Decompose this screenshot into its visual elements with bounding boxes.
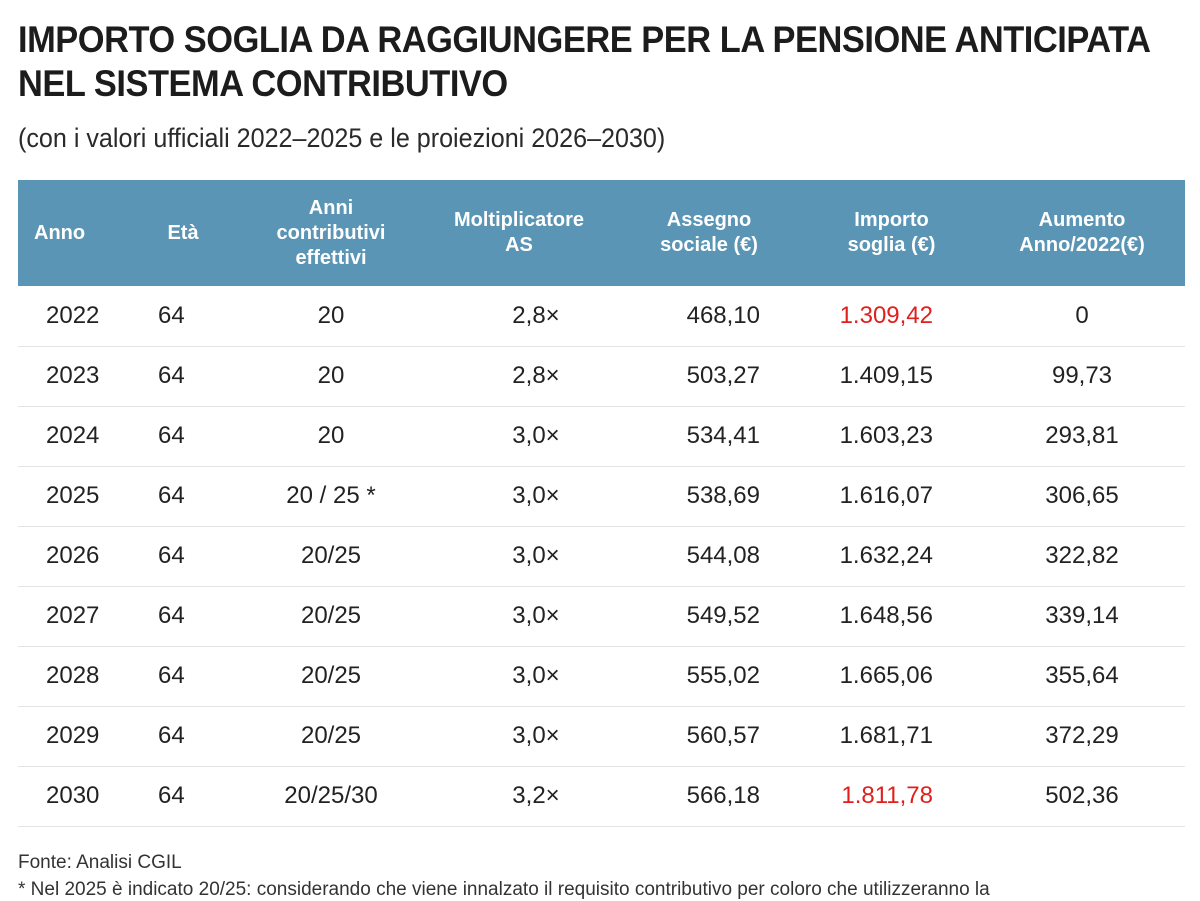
cell-aumento: 355,64	[1045, 662, 1119, 689]
cell-eta: 64	[158, 482, 185, 509]
cell-soglia: 1.681,71	[839, 722, 933, 749]
cell-assegno: 560,57	[686, 722, 760, 749]
cell-eta: 64	[158, 722, 185, 749]
cell-aumento: 99,73	[1051, 362, 1113, 389]
cell-anno: 2022	[46, 301, 100, 329]
page-subtitle: (con i valori ufficiali 2022–2025 e le p…	[18, 123, 666, 153]
table-row: 2028 64 20/25 3,0× 555,02 1.665,06 355,6…	[18, 646, 1185, 706]
header-importo-soglia: Importo soglia (€)	[847, 209, 936, 256]
cell-anni: 20/25/30	[284, 782, 378, 809]
cell-anni: 20 / 25 *	[286, 482, 376, 509]
cell-soglia: 1.648,56	[839, 602, 933, 629]
source-note: Fonte: Analisi CGIL	[18, 852, 182, 873]
cell-assegno: 544,08	[686, 542, 760, 569]
table-row: 2023 64 20 2,8× 503,27 1.409,15 99,73	[18, 346, 1185, 406]
table-row: 2022 64 20 2,8× 468,10 1.309,42 0	[18, 286, 1185, 346]
cell-moltiplicatore: 2,8×	[512, 301, 560, 329]
cell-anno: 2027	[46, 602, 100, 629]
cell-anni: 20/25	[300, 722, 362, 749]
cell-anni: 20	[317, 422, 345, 449]
cell-anni: 20	[317, 362, 345, 389]
cell-eta: 64	[158, 602, 185, 629]
cell-aumento: 306,65	[1045, 482, 1119, 509]
cell-assegno: 555,02	[686, 662, 760, 689]
cell-anno: 2029	[46, 722, 100, 749]
header-anno: Anno	[34, 221, 86, 244]
header-eta: Età	[167, 221, 199, 244]
header-moltiplicatore: Moltiplicatore AS	[453, 209, 584, 256]
cell-assegno: 468,10	[686, 301, 760, 329]
cell-aumento: 339,14	[1045, 602, 1119, 629]
cell-aumento: 293,81	[1045, 422, 1119, 449]
cell-aumento: 322,82	[1045, 542, 1119, 569]
cell-moltiplicatore: 3,0×	[512, 422, 560, 449]
cell-anno: 2028	[46, 662, 100, 689]
cell-assegno: 538,69	[686, 482, 760, 509]
title-line-2: NEL SISTEMA CONTRIBUTIVO	[18, 63, 508, 104]
cell-anni: 20/25	[300, 542, 362, 569]
cell-eta: 64	[158, 782, 185, 809]
cell-soglia: 1.603,23	[839, 422, 933, 449]
title-line-1: IMPORTO SOGLIA DA RAGGIUNGERE PER LA PEN…	[18, 19, 1151, 60]
threshold-table: Anno Età Anni contributivi effettivi Mol…	[18, 180, 1185, 827]
table-row: 2025 64 20 / 25 * 3,0× 538,69 1.616,07 3…	[18, 466, 1185, 526]
cell-eta: 64	[158, 542, 185, 569]
table-header-row: Anno Età Anni contributivi effettivi Mol…	[18, 180, 1185, 286]
cell-moltiplicatore: 3,0×	[512, 602, 560, 629]
header-aumento: Aumento Anno/2022(€)	[1019, 209, 1145, 256]
page-title: IMPORTO SOGLIA DA RAGGIUNGERE PER LA PEN…	[18, 18, 1151, 106]
cell-moltiplicatore: 3,2×	[512, 782, 560, 809]
cell-eta: 64	[158, 301, 185, 329]
cell-aumento: 502,36	[1045, 782, 1119, 809]
cell-aumento: 372,29	[1045, 722, 1119, 749]
table-row: 2029 64 20/25 3,0× 560,57 1.681,71 372,2…	[18, 706, 1185, 766]
table-row: 2030 64 20/25/30 3,2× 566,18 1.811,78 50…	[18, 766, 1185, 826]
cell-soglia: 1.665,06	[839, 662, 933, 689]
header-anni-contributivi: Anni contributivi effettivi	[276, 196, 386, 269]
cell-anno: 2024	[46, 422, 100, 449]
cell-moltiplicatore: 3,0×	[512, 722, 560, 749]
cell-assegno: 566,18	[686, 782, 760, 809]
cell-eta: 64	[158, 362, 185, 389]
cell-moltiplicatore: 2,8×	[512, 362, 560, 389]
cell-anno: 2025	[46, 482, 100, 509]
table-row: 2027 64 20/25 3,0× 549,52 1.648,56 339,1…	[18, 586, 1185, 646]
cell-aumento: 0	[1075, 301, 1089, 329]
cell-eta: 64	[158, 422, 185, 449]
header-assegno-sociale: Assegno sociale (€)	[660, 209, 758, 256]
cell-assegno: 534,41	[686, 422, 760, 449]
cell-soglia-highlighted: 1.811,78	[841, 782, 933, 809]
cell-anno: 2030	[46, 782, 100, 809]
cell-anni: 20	[317, 301, 345, 329]
table-row: 2024 64 20 3,0× 534,41 1.603,23 293,81	[18, 406, 1185, 466]
cell-moltiplicatore: 3,0×	[512, 542, 560, 569]
table-row: 2026 64 20/25 3,0× 544,08 1.632,24 322,8…	[18, 526, 1185, 586]
cell-anno: 2023	[46, 362, 100, 389]
cell-soglia: 1.409,15	[839, 362, 933, 389]
cell-moltiplicatore: 3,0×	[512, 482, 560, 509]
cell-moltiplicatore: 3,0×	[512, 662, 560, 689]
cell-eta: 64	[158, 662, 185, 689]
cell-assegno: 503,27	[686, 362, 760, 389]
cell-soglia: 1.632,24	[839, 542, 933, 569]
cell-anni: 20/25	[300, 602, 362, 629]
cell-soglia: 1.616,07	[839, 482, 933, 509]
footnote: * Nel 2025 è indicato 20/25: considerand…	[18, 879, 990, 900]
cell-anno: 2026	[46, 542, 100, 569]
cell-soglia-highlighted: 1.309,42	[839, 301, 933, 329]
cell-assegno: 549,52	[686, 602, 760, 629]
cell-anni: 20/25	[300, 662, 362, 689]
